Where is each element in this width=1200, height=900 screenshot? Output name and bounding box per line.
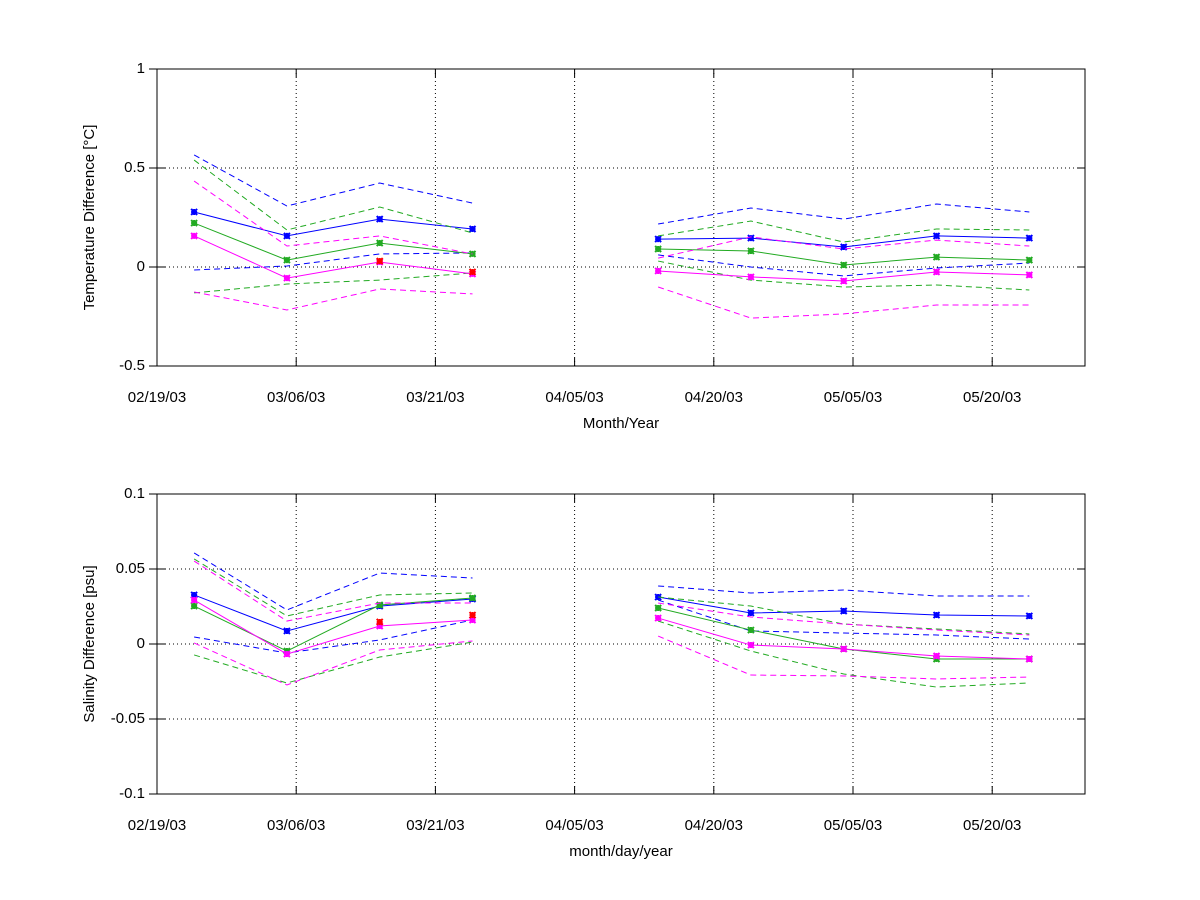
marker	[468, 225, 477, 233]
marker	[376, 239, 384, 247]
marker	[747, 273, 755, 281]
series-line	[193, 635, 1030, 686]
plot-area	[156, 68, 1086, 367]
marker	[1025, 655, 1034, 663]
y-tick-label: -0.05	[111, 710, 145, 727]
marker	[932, 611, 941, 619]
series-line	[193, 560, 1030, 636]
marker	[747, 626, 755, 634]
marker	[654, 614, 662, 622]
x-tick-label: 03/06/03	[267, 389, 325, 406]
marker	[932, 652, 941, 660]
x-tick-label: 04/05/03	[545, 817, 603, 834]
x-tick-label: 05/20/03	[963, 817, 1021, 834]
x-tick-label: 05/05/03	[824, 817, 882, 834]
series-line	[193, 620, 1030, 688]
marker	[376, 215, 384, 223]
series-line	[194, 599, 1030, 654]
marker	[283, 274, 291, 282]
x-tick-label: 04/05/03	[545, 389, 603, 406]
marker	[190, 208, 198, 216]
series-line	[194, 260, 1030, 294]
x-tick-label: 02/19/03	[128, 817, 186, 834]
marker	[376, 601, 384, 609]
x-tick-label: 03/21/03	[406, 817, 464, 834]
marker	[840, 261, 848, 269]
marker	[1025, 256, 1034, 264]
marker	[283, 232, 291, 240]
marker	[376, 622, 384, 630]
marker	[747, 247, 755, 255]
marker	[932, 253, 941, 261]
marker	[283, 627, 291, 635]
x-axis-label: Month/Year	[583, 415, 659, 432]
marker	[747, 641, 755, 649]
marker	[840, 645, 848, 653]
marker	[1025, 234, 1034, 242]
marker	[190, 596, 198, 604]
marker	[190, 591, 198, 599]
marker	[932, 232, 941, 240]
series-line	[194, 252, 1030, 277]
series-line	[193, 159, 1030, 243]
marker	[468, 594, 477, 602]
series-line	[194, 286, 1030, 319]
marker	[654, 267, 662, 275]
marker	[376, 618, 384, 626]
marker	[468, 611, 477, 619]
y-tick-label: 0	[137, 635, 145, 652]
y-tick-label: -0.1	[119, 785, 145, 802]
y-tick-label: 0.05	[116, 560, 145, 577]
marker	[747, 234, 755, 242]
y-axis-label: Salinity Difference [psu]	[81, 565, 98, 722]
marker	[654, 235, 662, 243]
x-tick-label: 04/20/03	[685, 817, 743, 834]
series-line	[193, 180, 1030, 259]
marker	[932, 268, 941, 276]
x-tick-label: 05/20/03	[963, 389, 1021, 406]
y-tick-label: 0.1	[124, 485, 145, 502]
x-tick-label: 04/20/03	[685, 389, 743, 406]
marker	[190, 602, 198, 610]
subplot: -0.1 -0.05 0 0.05 0.1 02/19/03 03/06/03 03/21/0…	[81, 485, 1086, 860]
marker	[747, 609, 755, 617]
x-tick-label: 03/06/03	[267, 817, 325, 834]
marker	[468, 268, 477, 276]
marker	[840, 277, 848, 285]
marker	[654, 245, 662, 253]
marker	[468, 616, 477, 624]
series-line	[193, 558, 1030, 635]
marker	[840, 243, 848, 251]
marker	[190, 232, 198, 240]
marker	[376, 257, 384, 265]
marker	[1025, 612, 1034, 620]
x-tick-label: 02/19/03	[128, 389, 186, 406]
y-tick-label: -0.5	[119, 357, 145, 374]
series-line	[193, 552, 1030, 611]
marker	[840, 607, 848, 615]
y-axis-label: Temperature Difference [°C]	[81, 125, 98, 311]
marker	[190, 219, 198, 227]
series-line	[193, 154, 1030, 225]
marker	[283, 650, 291, 658]
y-tick-label: 1	[137, 60, 145, 77]
x-tick-label: 03/21/03	[406, 389, 464, 406]
subplot: -0.5 0 0.5 1 02/19/03 03/06/03 03/21/03 04/05/0…	[81, 60, 1086, 432]
y-tick-label: 0.5	[124, 159, 145, 176]
y-tick-label: 0	[137, 258, 145, 275]
x-axis-label: month/day/year	[569, 843, 672, 860]
marker	[654, 604, 662, 612]
x-tick-label: 05/05/03	[824, 389, 882, 406]
marker	[283, 256, 291, 264]
marker	[1025, 271, 1034, 279]
